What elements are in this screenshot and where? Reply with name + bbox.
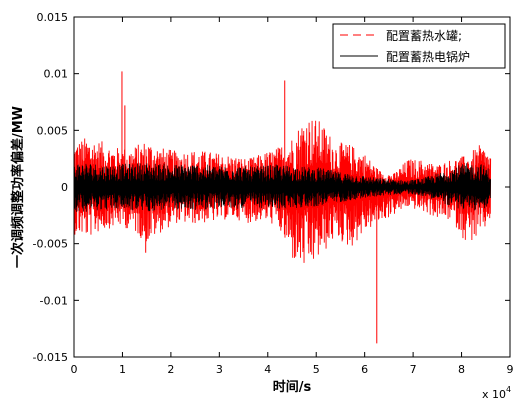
legend-label-electric-boiler: 配置蓄热电锅炉	[386, 49, 470, 64]
series-layer	[73, 71, 492, 344]
y-tick-label: -0.01	[40, 294, 68, 307]
y-tick-label: 0.005	[37, 124, 69, 137]
legend-label-water-tank: 配置蓄热水罐;	[386, 29, 462, 43]
x-axis-multiplier-exponent: 4	[506, 385, 511, 394]
x-axis-multiplier: x 104	[482, 385, 511, 401]
y-tick-label: 0.015	[37, 11, 69, 24]
x-tick-label: 3	[216, 363, 223, 376]
x-tick-label: 2	[167, 363, 174, 376]
series-line-electric-boiler	[73, 163, 491, 212]
y-axis-label: 一次调频调整功率偏差/MW	[10, 106, 26, 268]
x-axis-multiplier-base: x 10	[482, 388, 506, 401]
legend-box	[332, 23, 506, 69]
x-tick-label: 9	[507, 363, 514, 376]
y-tick-label: 0	[61, 181, 68, 194]
x-tick-label: 0	[71, 363, 78, 376]
legend: 配置蓄热水罐; 配置蓄热电锅炉	[332, 23, 506, 69]
y-tick-label: -0.005	[33, 238, 68, 251]
y-tick-label: 0.01	[44, 68, 69, 81]
axis-ticks	[73, 16, 511, 358]
x-tick-label: 4	[264, 363, 271, 376]
x-tick-label: 8	[458, 363, 465, 376]
x-tick-label: 7	[410, 363, 417, 376]
axis-tick-labels: 0 1 2 3 4 5 6 7 8 9 0.015 0.01 0.005 0 -0.005 -0.01 -0.0…	[33, 11, 514, 376]
y-tick-label: -0.015	[33, 351, 68, 364]
x-axis-label: 时间/s	[273, 379, 312, 395]
x-tick-label: 1	[119, 363, 126, 376]
x-tick-label: 6	[361, 363, 368, 376]
x-tick-label: 5	[313, 363, 320, 376]
